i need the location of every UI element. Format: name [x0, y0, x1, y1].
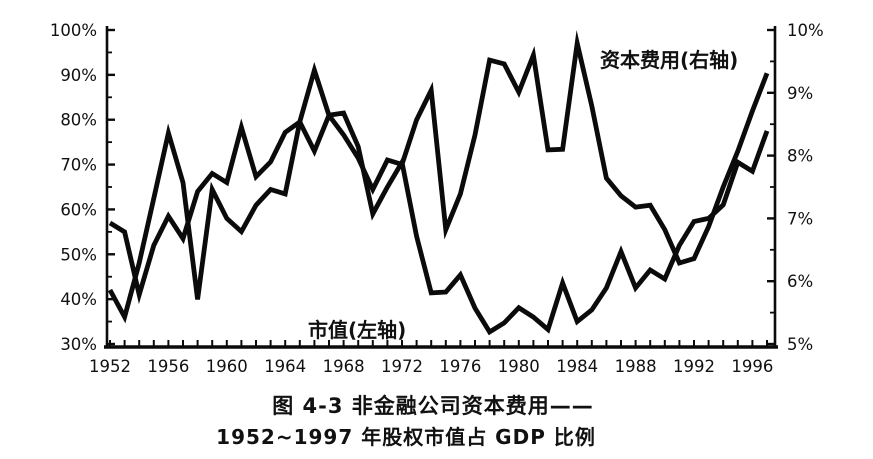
- x-axis-label: 1964: [264, 357, 306, 376]
- left-axis-label: 40%: [60, 290, 97, 309]
- left-axis-label: 50%: [60, 245, 97, 264]
- right-axis-label: 10%: [787, 21, 824, 40]
- x-axis-label: 1984: [556, 357, 598, 376]
- x-axis-label: 1992: [673, 357, 715, 376]
- annotation-shizhi-left-axis: 市值(左轴): [308, 318, 406, 342]
- x-axis-label: 1960: [206, 357, 248, 376]
- left-axis-label: 30%: [60, 335, 97, 354]
- x-axis-label: 1968: [323, 357, 365, 376]
- right-axis-label: 9%: [787, 84, 813, 103]
- x-axis-ticks: 1952 1956 1960 1964 1968 1972 1976 1980 1984 1988…: [89, 340, 773, 376]
- right-axis-label: 7%: [787, 209, 813, 228]
- right-axis-label: 6%: [787, 272, 813, 291]
- x-axis-label: 1952: [89, 357, 131, 376]
- left-axis-label: 100%: [50, 21, 97, 40]
- right-axis-label: 8%: [787, 147, 813, 166]
- x-axis-label: 1972: [381, 357, 423, 376]
- left-axis-label: 70%: [60, 156, 97, 175]
- left-axis-label: 60%: [60, 200, 97, 219]
- figure-caption-line2: 1952~1997 年股权市值占 GDP 比例: [216, 425, 596, 449]
- left-axis-ticks: 100% 90% 80% 70% 60% 50% 40% 30%: [50, 21, 115, 354]
- left-axis-label: 80%: [60, 111, 97, 130]
- figure-caption-line1: 图 4-3 非金融公司资本费用——: [272, 394, 594, 418]
- x-axis-label: 1956: [147, 357, 189, 376]
- left-axis-label: 90%: [60, 66, 97, 85]
- right-axis-ticks: 10% 9% 8% 7% 6% 5%: [767, 21, 824, 354]
- x-axis-label: 1996: [731, 357, 773, 376]
- series-line-shizhi: [108, 110, 770, 336]
- x-axis-label: 1976: [439, 357, 481, 376]
- annotation-zibenfeiyong-right-axis: 资本费用(右轴): [600, 48, 738, 72]
- x-axis-label: 1988: [615, 357, 657, 376]
- right-axis-label: 5%: [787, 335, 813, 354]
- series-line-zibenfeiyong: [107, 29, 770, 324]
- x-axis-label: 1980: [498, 357, 540, 376]
